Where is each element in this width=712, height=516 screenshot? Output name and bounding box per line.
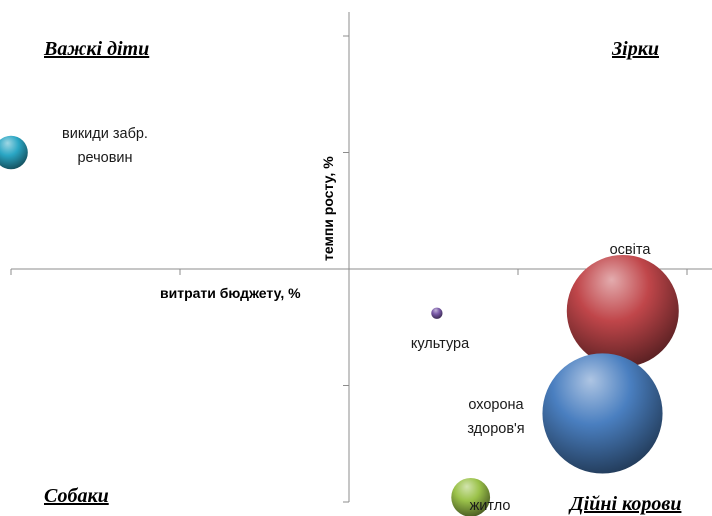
bubble-label-line: здоров'я bbox=[467, 421, 524, 437]
bubble-label-line: культура bbox=[411, 336, 470, 352]
quadrant-label-cash-cows: Дійні корови bbox=[568, 493, 681, 515]
x-axis-title: витрати бюджету, % bbox=[160, 285, 301, 301]
bubble-3 bbox=[542, 353, 663, 474]
bubble-label-0: викиди забр. речовин bbox=[62, 126, 148, 166]
bubble-2 bbox=[431, 307, 443, 319]
bubble-label-line: охорона bbox=[468, 397, 524, 413]
bubble-label-line: житло bbox=[470, 498, 511, 514]
bubble-4 bbox=[451, 477, 491, 516]
bubble-label-3: охорона здоров'я bbox=[467, 397, 524, 437]
quadrant-label-problem-children: Важкі діти bbox=[43, 38, 149, 60]
axis-ticks bbox=[10, 35, 688, 503]
quadrant-label-stars: Зірки bbox=[611, 38, 659, 60]
y-axis-title: темпи росту, % bbox=[320, 156, 336, 261]
bubble-labels-layer: викиди забр. речовин освіта культура охорона… bbox=[62, 126, 651, 514]
bubble-label-line: викиди забр. bbox=[62, 126, 148, 142]
bubbles-layer bbox=[0, 135, 679, 516]
quadrant-label-dogs: Собаки bbox=[44, 485, 109, 507]
bubble-label-1: освіта bbox=[610, 242, 652, 258]
bubble-label-line: освіта bbox=[610, 242, 652, 258]
bubble-label-2: культура bbox=[411, 336, 470, 352]
bubble-label-line: речовин bbox=[77, 150, 132, 166]
bubble-1 bbox=[566, 254, 679, 367]
bubble-label-4: житло bbox=[470, 498, 511, 514]
bubble-0 bbox=[0, 135, 28, 170]
